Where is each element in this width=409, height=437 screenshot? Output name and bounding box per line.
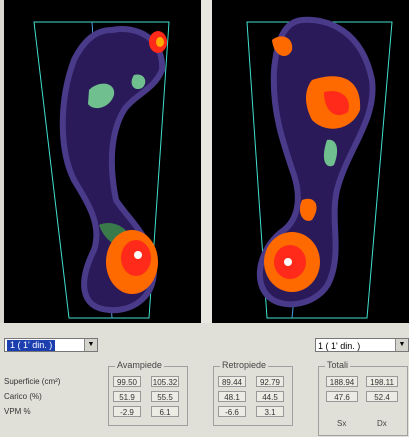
retropiede-carico-dx: 44.5 xyxy=(256,391,284,402)
avampiede-superficie-sx: 99.50 xyxy=(113,376,141,387)
retropiede-carico-sx: 48.1 xyxy=(218,391,246,402)
right-measure-value: 1 ( 1' din. ) xyxy=(318,341,361,351)
retropiede-vpm-sx: -6.6 xyxy=(218,406,246,417)
totali-carico-dx: 52.4 xyxy=(366,391,398,402)
right-heel-max-point xyxy=(284,258,292,266)
foot-bounding-box xyxy=(246,21,393,319)
avampiede-superficie-dx: 105.32 xyxy=(151,376,179,387)
left-measure-value: 1 ( 1' din. ) xyxy=(7,340,56,351)
totali-superficie-dx: 198.11 xyxy=(366,376,398,387)
left-toe-hotspot-core xyxy=(156,37,164,47)
right-foot-pressure-map xyxy=(212,0,409,323)
avampiede-vpm-sx: -2.9 xyxy=(113,406,141,417)
totali-carico-sx: 47.6 xyxy=(326,391,358,402)
left-foot-pressure-map xyxy=(4,0,201,323)
avampiede-group: Avampiede xyxy=(108,360,188,426)
left-heel-max-point xyxy=(134,251,142,259)
avampiede-carico-sx: 51.9 xyxy=(113,391,141,402)
right-midfoot-high-zone xyxy=(299,198,317,221)
totali-superficie-sx: 188.94 xyxy=(326,376,358,387)
avampiede-carico-dx: 55.5 xyxy=(151,391,179,402)
right-measure-select[interactable]: 1 ( 1' din. ) ▼ xyxy=(315,338,409,352)
right-midfoot-mid-zone xyxy=(323,139,338,167)
retropiede-superficie-dx: 92.79 xyxy=(256,376,284,387)
left-toe-mid-zone xyxy=(131,74,146,90)
totali-title: Totali xyxy=(325,360,351,370)
row-label-superficie: Superficie (cm²) xyxy=(4,377,61,386)
totali-group: Totali xyxy=(318,360,408,436)
avampiede-vpm-dx: 6.1 xyxy=(151,406,179,417)
chevron-down-icon[interactable]: ▼ xyxy=(395,339,408,351)
chevron-down-icon[interactable]: ▼ xyxy=(84,339,97,351)
right-toe-zone xyxy=(272,36,293,56)
foot-bounding-box xyxy=(33,21,170,319)
panel-divider xyxy=(201,0,212,325)
row-label-vpm: VPM % xyxy=(4,407,31,416)
right-forefoot-peak-zone xyxy=(324,91,349,116)
retropiede-group: Retropiede xyxy=(213,360,293,426)
retropiede-title: Retropiede xyxy=(220,360,269,370)
retropiede-vpm-dx: 3.1 xyxy=(256,406,284,417)
retropiede-superficie-sx: 89.44 xyxy=(218,376,246,387)
totali-label-dx: Dx xyxy=(377,419,387,428)
row-label-carico: Carico (%) xyxy=(4,392,42,401)
left-measure-select[interactable]: 1 ( 1' din. ) ▼ xyxy=(4,338,98,352)
totali-label-sx: Sx xyxy=(337,419,347,428)
left-forefoot-mid-zone xyxy=(88,83,115,109)
avampiede-title: Avampiede xyxy=(115,360,164,370)
